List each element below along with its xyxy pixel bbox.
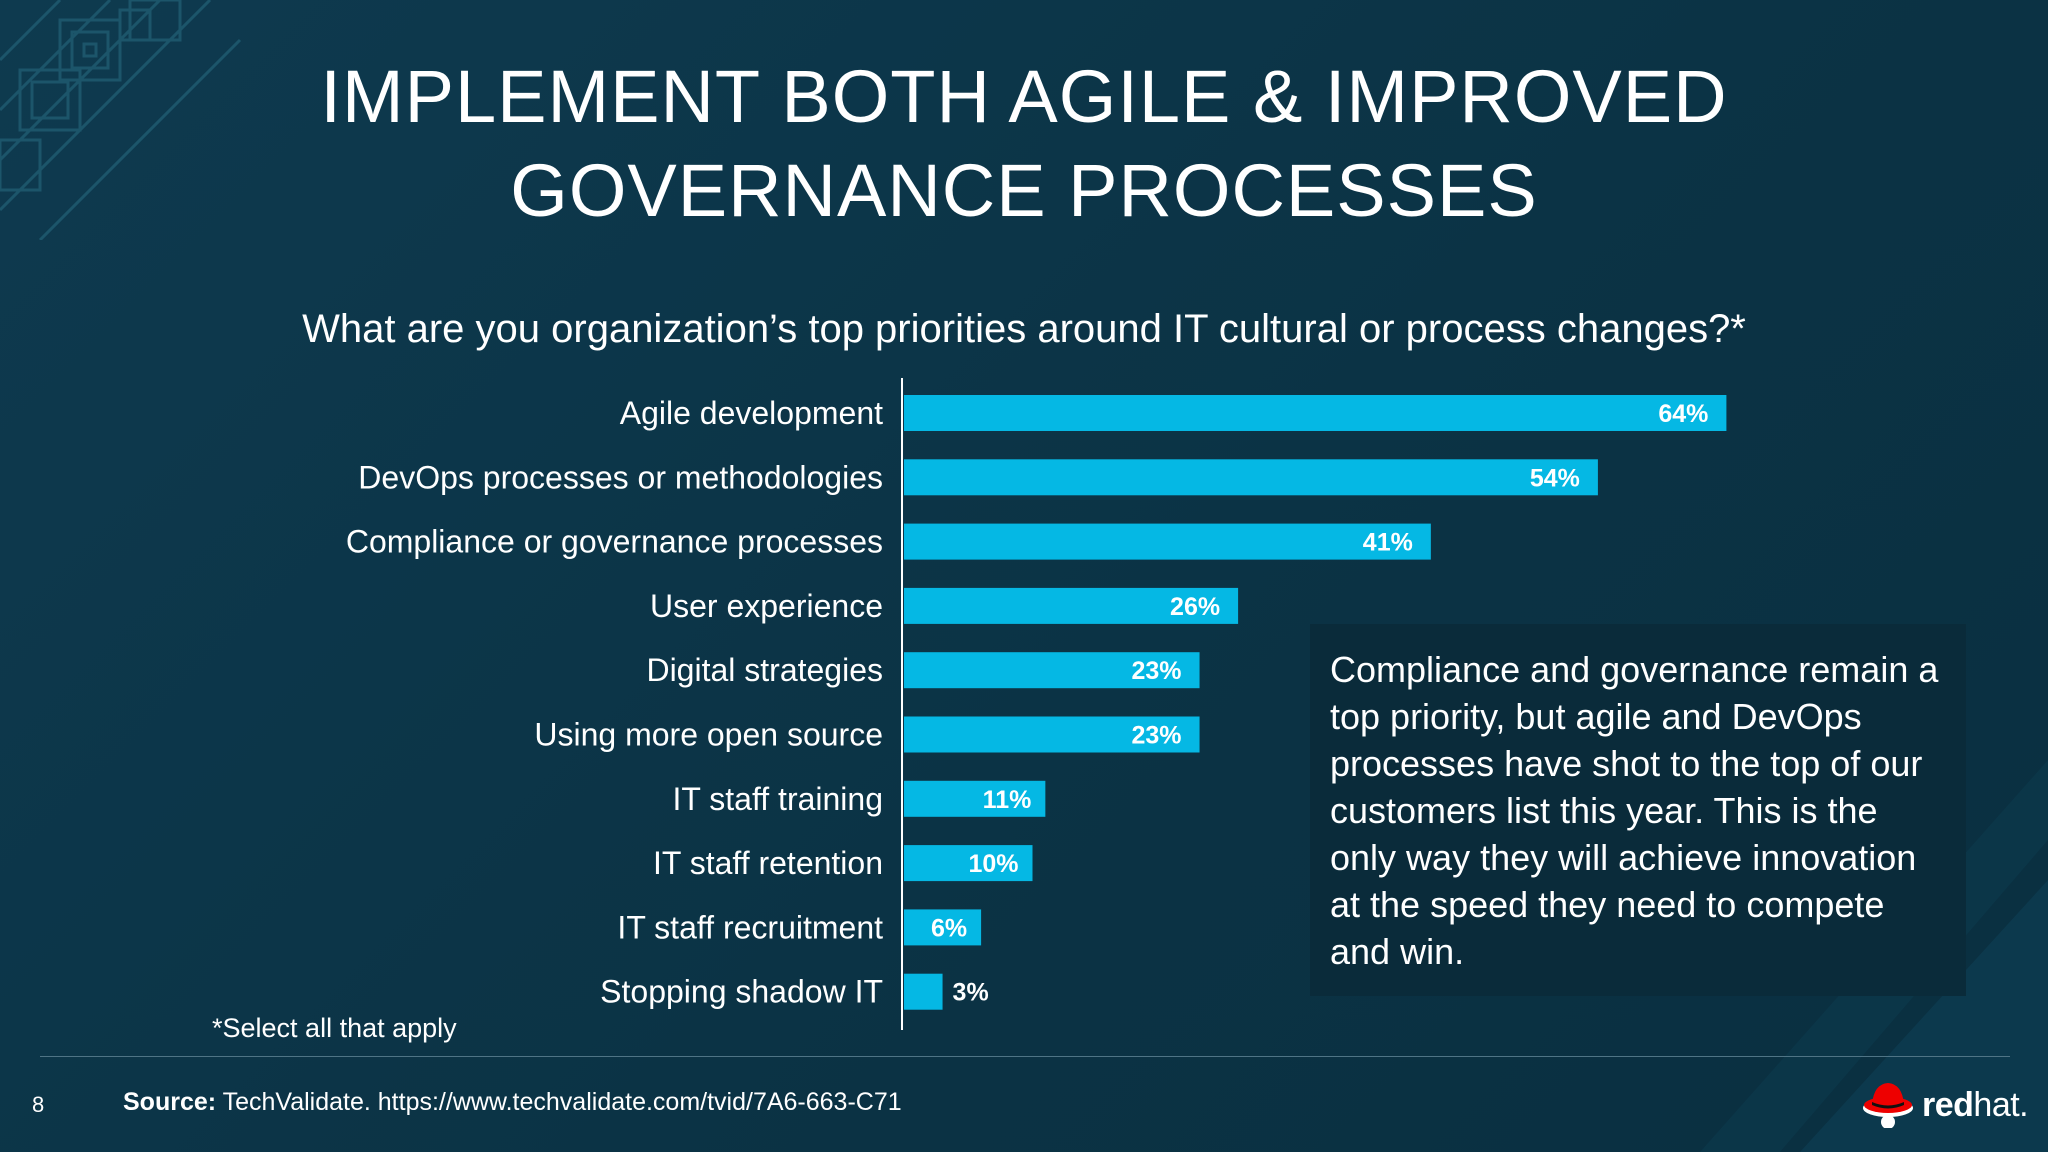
value-label-9: 3% [953, 979, 989, 1007]
category-label-5: Using more open source [534, 717, 883, 753]
value-label-6: 11% [983, 786, 1032, 814]
bar-4 [904, 652, 1200, 689]
footnote: *Select all that apply [212, 1013, 457, 1043]
redhat-logo: redhat. [1862, 1078, 2029, 1128]
bar-3 [904, 587, 1239, 624]
bar-9 [904, 973, 943, 1010]
title-line-2: GOVERNANCE PROCESSES [510, 149, 1538, 232]
footer-divider [40, 1056, 2010, 1057]
title-line-1: IMPLEMENT BOTH AGILE & IMPROVED [320, 55, 1728, 138]
callout-box: Compliance and governance remain a top p… [1310, 624, 1966, 996]
bar-6 [904, 780, 1046, 817]
page-number: 8 [32, 1092, 45, 1117]
bar-5 [904, 716, 1200, 753]
value-label-4: 23% [1132, 657, 1182, 685]
callout-text: Compliance and governance remain a top p… [1330, 649, 1939, 972]
category-label-6: IT staff training [673, 781, 883, 817]
category-label-9: Stopping shadow IT [600, 974, 883, 1010]
value-label-5: 23% [1132, 722, 1182, 750]
bar-0 [904, 395, 1727, 431]
slide-title: IMPLEMENT BOTH AGILE & IMPROVED GOVERNAN… [0, 50, 2048, 238]
source-label: Source: [123, 1088, 217, 1116]
category-label-1: DevOps processes or methodologies [358, 459, 883, 495]
category-label-4: Digital strategies [646, 652, 883, 688]
source-citation: Source: TechValidate. https://www.techva… [123, 1088, 902, 1117]
corner-maze-pattern [0, 0, 242, 240]
value-label-0: 64% [1658, 400, 1708, 428]
category-label-3: User experience [650, 588, 883, 624]
category-label-0: Agile development [620, 395, 883, 431]
category-label-7: IT staff retention [653, 845, 883, 881]
value-label-3: 26% [1170, 593, 1220, 621]
value-label-8: 6% [931, 914, 967, 942]
bar-8 [904, 909, 982, 946]
category-label-2: Compliance or governance processes [346, 524, 883, 560]
redhat-fedora-icon [1863, 1083, 1913, 1128]
logo-hat: hat. [1973, 1086, 2029, 1124]
source-text: TechValidate. https://www.techvalidate.c… [222, 1088, 902, 1116]
bar-2 [904, 523, 1431, 560]
category-label-8: IT staff recruitment [617, 909, 883, 945]
value-label-1: 54% [1530, 464, 1580, 492]
bar-7 [904, 845, 1033, 882]
logo-red: red [1922, 1086, 1974, 1124]
survey-question: What are you organization’s top prioriti… [302, 307, 1746, 351]
value-label-7: 10% [968, 850, 1018, 878]
value-label-2: 41% [1363, 529, 1413, 557]
bar-1 [904, 459, 1598, 496]
